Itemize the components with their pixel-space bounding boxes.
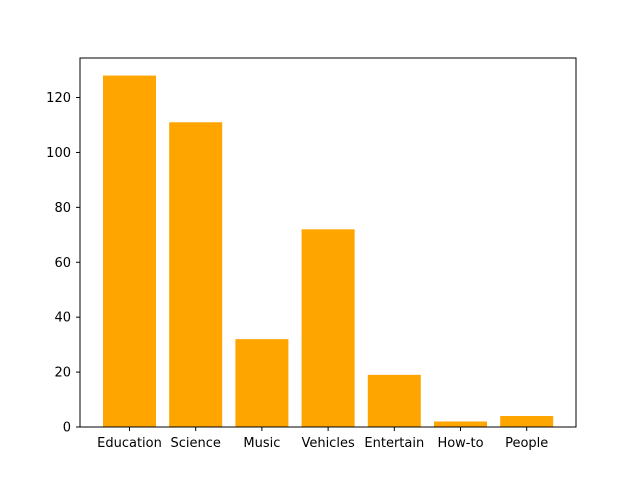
x-tick-label: Education — [97, 436, 162, 451]
y-tick-label: 100 — [46, 146, 71, 161]
y-tick-label: 0 — [63, 421, 71, 436]
bar-how-to — [434, 421, 487, 427]
y-tick-label: 60 — [54, 256, 71, 271]
x-tick-label: Entertain — [364, 436, 424, 451]
y-tick-label: 120 — [46, 91, 71, 106]
bar-people — [500, 416, 554, 427]
x-tick-label: Vehicles — [301, 436, 354, 451]
x-tick-label: How-to — [437, 436, 483, 451]
bars-layer — [103, 75, 554, 427]
bar-vehicles — [301, 229, 355, 427]
x-tick-label: People — [505, 436, 548, 451]
x-tick-label: Science — [170, 436, 220, 451]
bar-science — [169, 122, 223, 427]
y-tick-label: 20 — [54, 366, 71, 381]
bar-music — [235, 339, 289, 427]
y-tick-label: 40 — [54, 311, 71, 326]
plot-frame — [79, 57, 577, 428]
bar-entertain — [367, 374, 421, 427]
bar-education — [103, 75, 156, 427]
x-tick-label: Music — [243, 436, 280, 451]
ticks-layer: Education Science Music Vehicles Entertain Ho… — [46, 91, 548, 451]
y-tick-label: 80 — [54, 201, 71, 216]
